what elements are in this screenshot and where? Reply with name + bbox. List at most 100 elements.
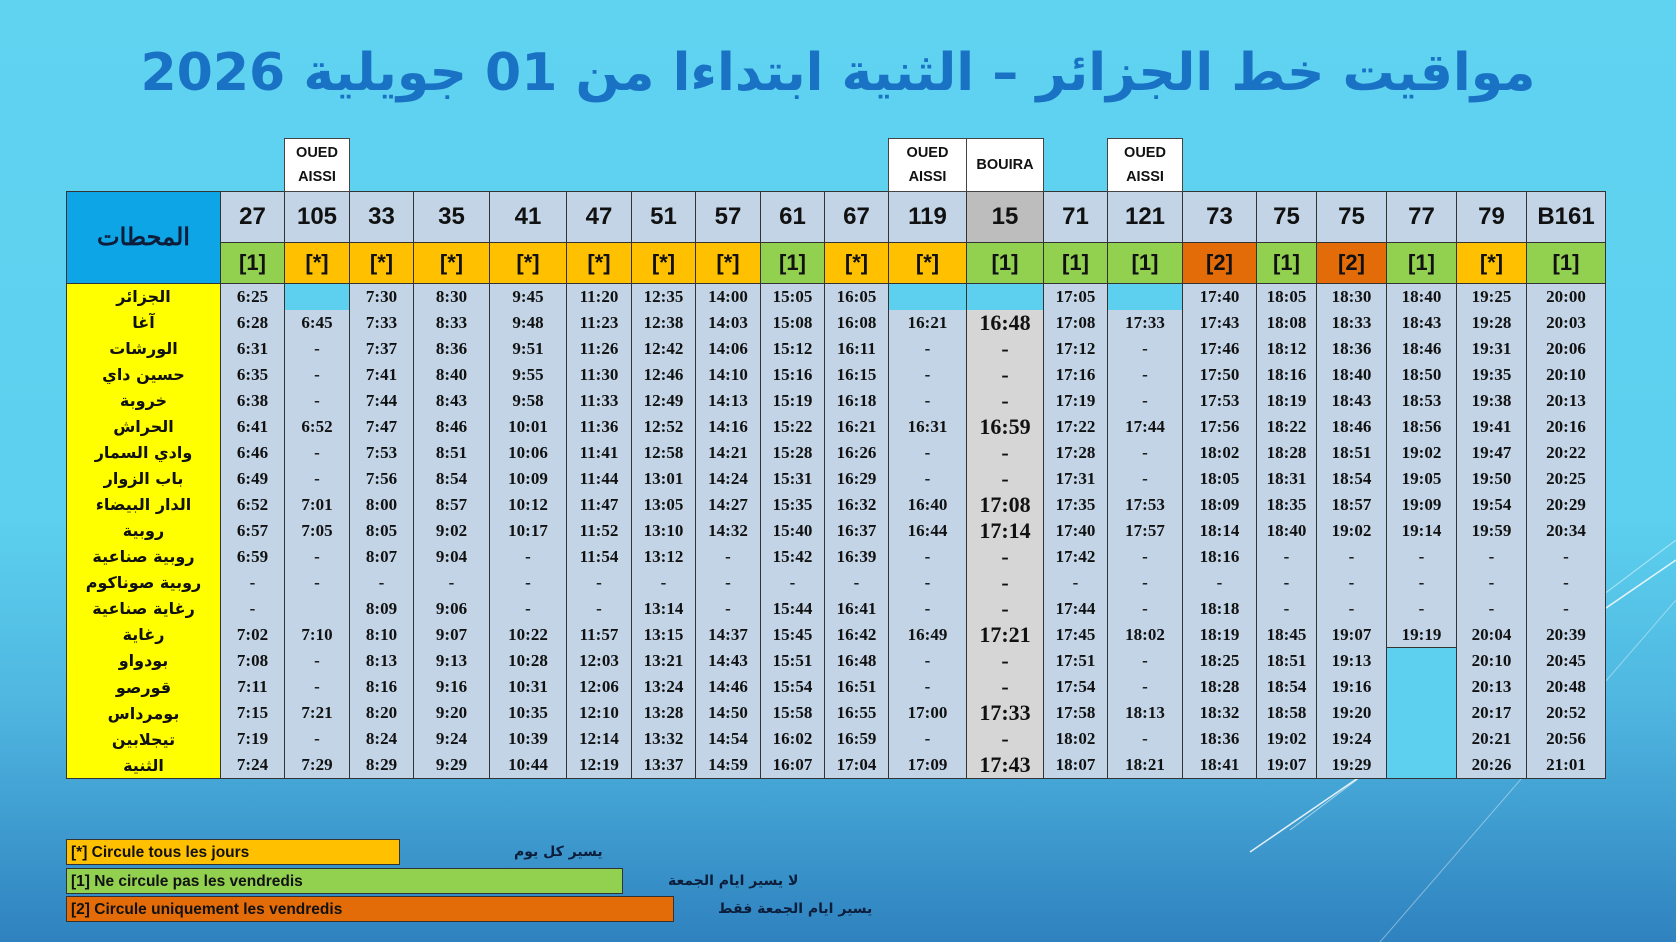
time-cell: 21:01	[1526, 752, 1606, 780]
time-cell: 16:32	[824, 491, 889, 518]
service-type: [1]	[1256, 242, 1317, 284]
time-cell: 18:12	[1256, 335, 1317, 362]
time-cell: 7:15	[220, 700, 285, 727]
time-cell: 16:48	[966, 309, 1044, 336]
time-cell: 12:42	[631, 335, 696, 362]
time-cell: 14:43	[695, 647, 761, 675]
time-cell: 20:16	[1526, 413, 1606, 440]
time-cell: 16:48	[824, 647, 889, 675]
time-cell: -	[284, 465, 350, 492]
time-cell: 18:43	[1386, 309, 1457, 336]
train-number: 61	[760, 191, 825, 243]
time-cell: 18:02	[1107, 621, 1183, 648]
time-cell: 6:31	[220, 335, 285, 362]
service-type: [*]	[349, 242, 414, 284]
station-name: الورشات	[66, 335, 221, 362]
time-cell: 8:09	[349, 595, 414, 622]
time-cell: 17:05	[1043, 283, 1108, 310]
time-cell: 19:07	[1256, 752, 1317, 780]
service-type: [*]	[413, 242, 490, 284]
time-cell	[1386, 674, 1457, 701]
time-cell: 12:14	[566, 726, 632, 753]
time-cell: 11:30	[566, 361, 632, 388]
time-cell: -	[888, 726, 967, 753]
time-cell: -	[1256, 543, 1317, 570]
time-cell: 17:40	[1182, 283, 1257, 310]
station-name: الحراش	[66, 413, 221, 440]
time-cell: 16:39	[824, 543, 889, 570]
time-cell: 7:41	[349, 361, 414, 388]
time-cell	[1386, 752, 1457, 780]
time-cell: 16:40	[888, 491, 967, 518]
station-name: تيجلابين	[66, 726, 221, 753]
time-cell: 8:00	[349, 491, 414, 518]
train-number: 79	[1456, 191, 1527, 243]
time-cell: 12:10	[566, 700, 632, 727]
time-cell: 7:44	[349, 387, 414, 414]
time-cell: -	[1386, 543, 1457, 570]
time-cell: 16:37	[824, 517, 889, 544]
time-cell: 12:35	[631, 283, 696, 310]
train-origin	[1183, 139, 1257, 192]
time-cell: 16:31	[888, 413, 967, 440]
train-origin	[1527, 139, 1606, 192]
time-cell: 14:54	[695, 726, 761, 753]
time-cell: 8:30	[413, 283, 490, 310]
time-cell: -	[1316, 595, 1387, 622]
train-number: 33	[349, 191, 414, 243]
time-cell: 20:48	[1526, 674, 1606, 701]
time-cell: 18:28	[1182, 674, 1257, 701]
time-cell: -	[284, 674, 350, 701]
time-cell: 8:54	[413, 465, 490, 492]
time-cell: 16:18	[824, 387, 889, 414]
time-cell: 17:12	[1043, 335, 1108, 362]
time-cell: -	[1526, 543, 1606, 570]
time-cell: 18:19	[1256, 387, 1317, 414]
time-cell: 19:02	[1256, 726, 1317, 753]
time-cell: 10:31	[489, 674, 567, 701]
time-cell: 15:58	[760, 700, 825, 727]
train-origin	[761, 139, 825, 192]
time-cell: 10:39	[489, 726, 567, 753]
time-cell: 20:52	[1526, 700, 1606, 727]
time-cell: 17:04	[824, 752, 889, 780]
time-cell: -	[1107, 465, 1183, 492]
time-cell: 9:48	[489, 309, 567, 336]
time-cell: 16:51	[824, 674, 889, 701]
time-cell: 19:02	[1316, 517, 1387, 544]
page-title: مواقيت خط الجزائر – الثنية ابتداءا من 01…	[140, 43, 1536, 103]
time-cell: 8:29	[349, 752, 414, 780]
time-cell: 17:09	[888, 752, 967, 780]
legend-not-friday: [1] Ne circule pas les vendredis	[66, 868, 623, 894]
time-cell: 7:10	[284, 621, 350, 648]
time-cell: 18:54	[1316, 465, 1387, 492]
time-cell: 10:22	[489, 621, 567, 648]
time-cell: 13:24	[631, 674, 696, 701]
time-cell: 7:21	[284, 700, 350, 727]
time-cell: -	[284, 387, 350, 414]
time-cell: 7:02	[220, 621, 285, 648]
time-cell: 9:29	[413, 752, 490, 780]
time-cell: 20:39	[1526, 621, 1606, 648]
time-cell: 18:18	[1182, 595, 1257, 622]
time-cell: 11:41	[566, 439, 632, 466]
time-cell: 6:28	[220, 309, 285, 336]
train-number: 75	[1256, 191, 1317, 243]
time-cell: 8:16	[349, 674, 414, 701]
time-cell: 14:13	[695, 387, 761, 414]
time-cell: 17:44	[1107, 413, 1183, 440]
train-number: 51	[631, 191, 696, 243]
time-cell: 7:47	[349, 413, 414, 440]
time-cell: 15:31	[760, 465, 825, 492]
time-cell: 9:16	[413, 674, 490, 701]
time-cell: 18:16	[1256, 361, 1317, 388]
time-cell: 19:29	[1316, 752, 1387, 780]
time-cell: -	[489, 595, 567, 622]
time-cell: -	[1107, 335, 1183, 362]
time-cell: 18:02	[1043, 726, 1108, 753]
time-cell: 13:32	[631, 726, 696, 753]
train-number-row: المحطات 27 105 33 35 41 47 51 57 61 67 119 15 71 121 73…	[66, 191, 1606, 284]
time-cell: 20:00	[1526, 283, 1606, 310]
time-cell: 14:32	[695, 517, 761, 544]
time-cell: 19:41	[1456, 413, 1527, 440]
